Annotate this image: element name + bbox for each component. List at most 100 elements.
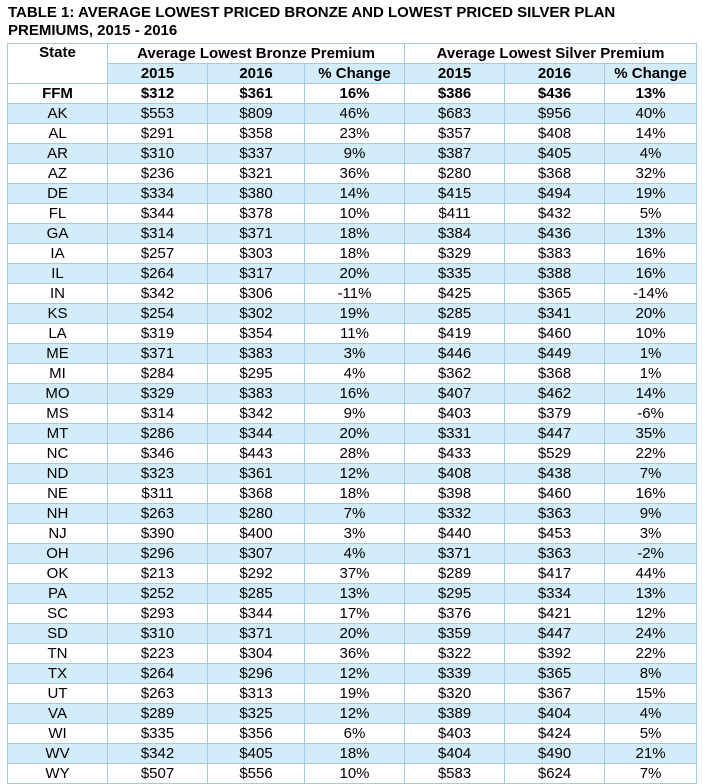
cell: $956 [504, 103, 606, 124]
cell: $213 [107, 563, 208, 584]
cell: 18% [303, 743, 406, 764]
cell: 16% [303, 83, 406, 104]
cell: $306 [207, 283, 305, 304]
row: DE $334 $380 14% $415 $494 19% [7, 183, 698, 204]
table-title: TABLE 1: AVERAGE LOWEST PRICED BRONZE AN… [8, 4, 616, 39]
cell: $368 [504, 163, 606, 184]
cell: -11% [303, 283, 406, 304]
cell: $337 [207, 143, 305, 164]
header-group: Average Lowest Bronze Premium [106, 43, 406, 64]
cell: $292 [207, 563, 305, 584]
header-cell: % Change [604, 63, 698, 84]
cell: $446 [404, 343, 506, 364]
cell: ME [7, 343, 108, 364]
cell: $257 [107, 243, 208, 264]
cell: $398 [404, 483, 506, 504]
cell: $809 [207, 103, 305, 124]
cell: $408 [404, 463, 506, 484]
header-group: Average Lowest Silver Premium [404, 43, 698, 64]
cell: 18% [303, 223, 406, 244]
cell: $556 [207, 763, 305, 784]
cell: -14% [604, 283, 698, 304]
cell: $365 [504, 663, 606, 684]
header-cell: 2016 [207, 63, 305, 84]
header-cell: 2015 [107, 63, 208, 84]
cell: $304 [207, 643, 305, 664]
cell: $307 [207, 543, 305, 564]
cell: $296 [107, 543, 208, 564]
cell: 12% [604, 603, 698, 624]
cell: 9% [303, 143, 406, 164]
cell: UT [7, 683, 108, 704]
cell: $404 [404, 743, 506, 764]
cell: $529 [504, 443, 606, 464]
cell: MS [7, 403, 108, 424]
cell: $264 [107, 263, 208, 284]
cell: $358 [207, 123, 305, 144]
cell: $419 [404, 323, 506, 344]
cell: $436 [504, 83, 606, 104]
cell: 21% [604, 743, 698, 764]
cell: $433 [404, 443, 506, 464]
row: IL $264 $317 20% $335 $388 16% [7, 263, 698, 284]
cell: $447 [504, 623, 606, 644]
cell: SD [7, 623, 108, 644]
cell: $384 [404, 223, 506, 244]
cell: $403 [404, 723, 506, 744]
cell: $365 [504, 283, 606, 304]
cell: IN [7, 283, 108, 304]
cell: $400 [207, 523, 305, 544]
cell: WV [7, 743, 108, 764]
cell: 12% [303, 703, 406, 724]
cell: 14% [604, 383, 698, 404]
cell: $280 [207, 503, 305, 524]
row: NJ $390 $400 3% $440 $453 3% [7, 523, 698, 544]
cell: $344 [207, 603, 305, 624]
cell: $296 [207, 663, 305, 684]
cell: $310 [107, 143, 208, 164]
cell: 7% [604, 763, 698, 784]
cell: 4% [604, 143, 698, 164]
cell: 13% [303, 583, 406, 604]
cell: $335 [107, 723, 208, 744]
cell: $314 [107, 223, 208, 244]
cell: -2% [604, 543, 698, 564]
cell: VA [7, 703, 108, 724]
cell: $460 [504, 483, 606, 504]
cell: $263 [107, 503, 208, 524]
cell: $440 [404, 523, 506, 544]
cell: $329 [404, 243, 506, 264]
cell: PA [7, 583, 108, 604]
cell: $424 [504, 723, 606, 744]
cell: 20% [303, 423, 406, 444]
row: PA $252 $285 13% $295 $334 13% [7, 583, 698, 604]
cell: DE [7, 183, 108, 204]
cell: $386 [404, 83, 506, 104]
cell: $284 [107, 363, 208, 384]
cell: $490 [504, 743, 606, 764]
cell: WI [7, 723, 108, 744]
cell: $405 [504, 143, 606, 164]
row: TN $223 $304 36% $322 $392 22% [7, 643, 698, 664]
cell: 16% [604, 483, 698, 504]
cell: $388 [504, 263, 606, 284]
cell: 35% [604, 423, 698, 444]
cell: $289 [107, 703, 208, 724]
row: FL $344 $378 10% $411 $432 5% [7, 203, 698, 224]
cell: 9% [303, 403, 406, 424]
cell: $354 [207, 323, 305, 344]
row: ND $323 $361 12% $408 $438 7% [7, 463, 698, 484]
header-row: 2015 2016% Change 2015 2016% Change [7, 63, 698, 84]
row: GA $314 $371 18% $384 $436 13% [7, 223, 698, 244]
cell: $334 [504, 583, 606, 604]
cell: 11% [303, 323, 406, 344]
cell: $317 [207, 263, 305, 284]
cell: AZ [7, 163, 108, 184]
cell: $313 [207, 683, 305, 704]
cell: 18% [303, 483, 406, 504]
cell: $432 [504, 203, 606, 224]
cell: 3% [604, 523, 698, 544]
cell: $341 [504, 303, 606, 324]
cell: MI [7, 363, 108, 384]
cell: 14% [303, 183, 406, 204]
